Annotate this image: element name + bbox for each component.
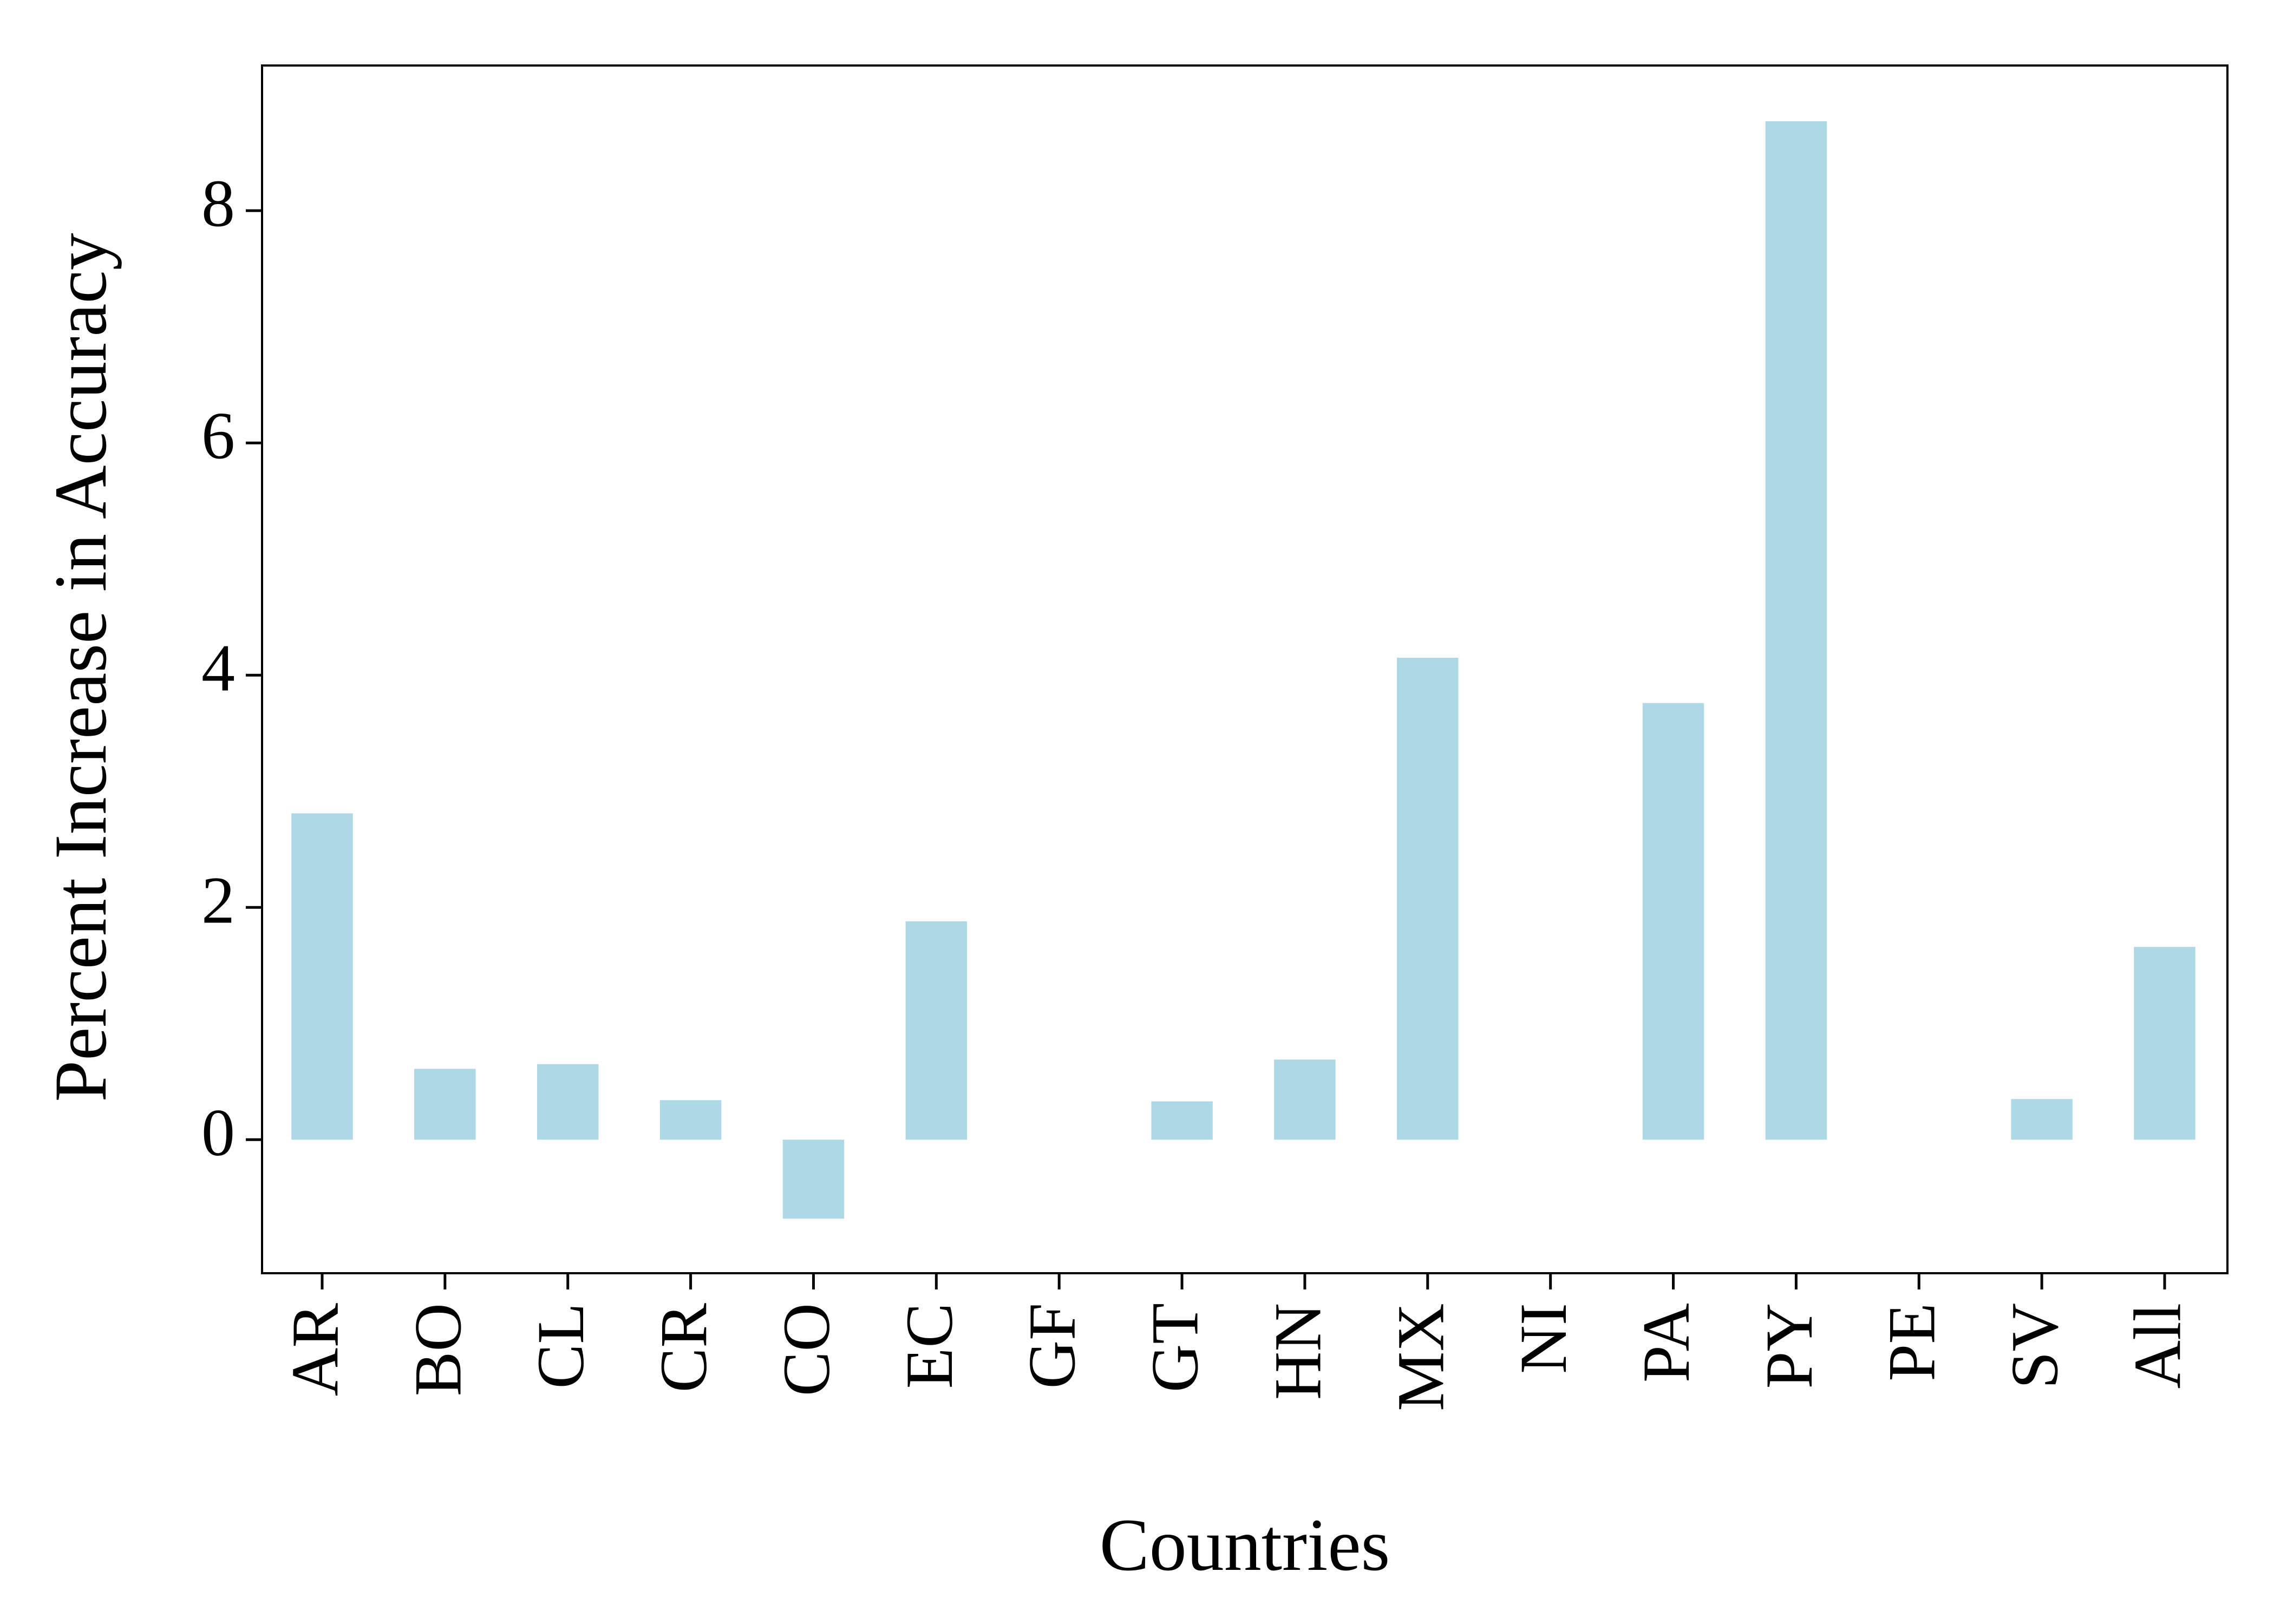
y-tick-label: 0 [201,1096,235,1170]
x-tick-label: PY [1752,1303,1826,1389]
bar-sv [2011,1099,2073,1140]
x-tick-label: CO [769,1303,844,1396]
x-tick-label: AR [278,1303,352,1397]
y-tick-label: 8 [201,167,235,241]
bar-cl [537,1064,599,1140]
ticks-layer: AR BO CL CR CO EC GF GT HN MX NI PA PY PE SV All 0 2 4 6 8 [201,167,2194,1411]
bar-mx [1397,658,1459,1140]
bar-gt [1151,1101,1213,1140]
x-axis-label: Countries [1100,1503,1390,1586]
bar-py [1765,121,1827,1140]
x-tick-label: PE [1875,1303,1949,1381]
x-tick-label: GF [1015,1303,1089,1389]
bar-all [2134,947,2195,1140]
bar-ec [905,921,968,1140]
y-axis-label: Percent Increase in Accuracy [39,233,122,1102]
bar-ar [291,813,353,1140]
x-tick-label: PA [1629,1303,1703,1383]
y-tick-label: 6 [201,399,235,473]
bar-cr [659,1100,722,1140]
x-tick-label: MX [1383,1303,1458,1411]
x-tick-label: GT [1138,1303,1212,1392]
x-tick-label: CL [524,1303,598,1389]
y-tick-label: 2 [201,863,235,938]
plot-frame [261,64,2229,1274]
x-tick-label: EC [892,1303,966,1389]
x-tick-label: BO [401,1303,475,1396]
x-tick-label: HN [1260,1303,1335,1400]
y-tick-label: 4 [201,631,235,705]
x-tick-label: NI [1506,1303,1580,1374]
x-tick-label: SV [1998,1303,2072,1389]
x-tick-label: All [2120,1303,2194,1389]
bars-layer [291,121,2195,1219]
x-tick-label: CR [646,1303,721,1393]
bar-hn [1274,1059,1336,1140]
bar-co [782,1140,845,1219]
bar-pa [1642,703,1704,1140]
bar-bo [414,1069,476,1140]
